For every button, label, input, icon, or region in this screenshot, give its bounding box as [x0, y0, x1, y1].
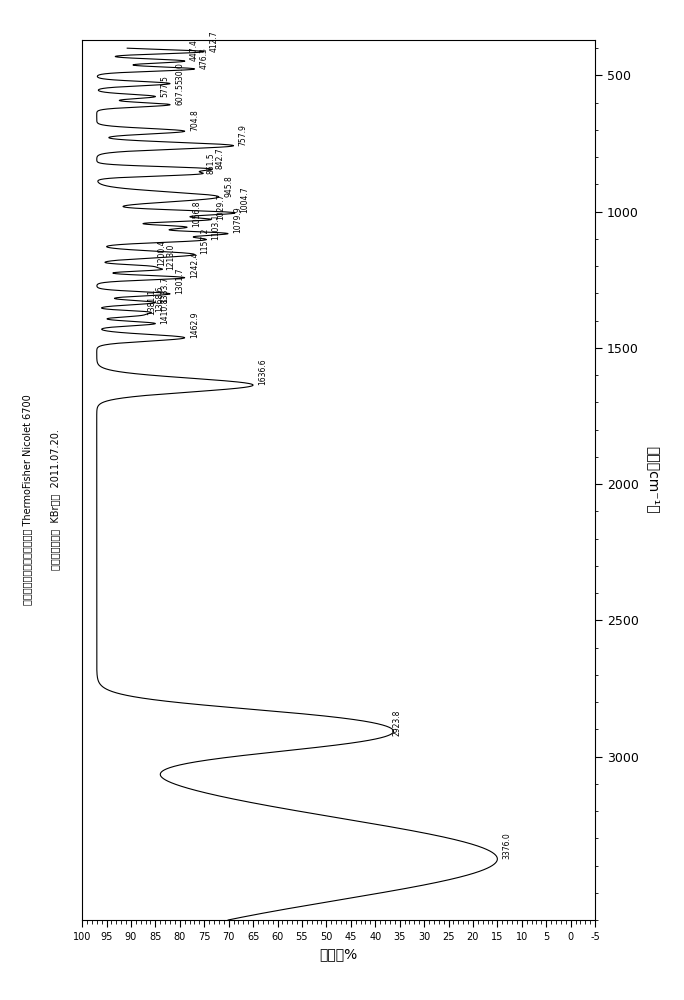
- Text: 1103.1: 1103.1: [211, 213, 220, 240]
- Text: 1333.7: 1333.7: [161, 276, 170, 303]
- Text: 1004.7: 1004.7: [240, 186, 249, 213]
- Text: 704.8: 704.8: [190, 109, 199, 131]
- Text: 412.7: 412.7: [209, 30, 218, 52]
- Text: 1029.7: 1029.7: [216, 193, 225, 220]
- Text: 中科院成都分院分析测试中心 ThermoFisher Nicolet 6700: 中科院成都分院分析测试中心 ThermoFisher Nicolet 6700: [23, 395, 32, 605]
- Text: 1200.4: 1200.4: [158, 240, 167, 266]
- Text: 2923.8: 2923.8: [393, 709, 402, 736]
- Text: 861.5: 861.5: [206, 152, 215, 174]
- Text: 607.5: 607.5: [175, 83, 184, 105]
- Text: 1381.1: 1381.1: [147, 289, 156, 315]
- Text: 530.0: 530.0: [175, 62, 184, 84]
- Text: 757.9: 757.9: [239, 124, 248, 146]
- X-axis label: 透射率%: 透射率%: [319, 947, 358, 961]
- Text: 577.5: 577.5: [161, 75, 170, 97]
- Text: 447.4: 447.4: [190, 39, 199, 61]
- Text: 1242.4: 1242.4: [190, 251, 199, 278]
- Text: 476.3: 476.3: [200, 47, 209, 69]
- Text: 1157.2: 1157.2: [200, 228, 209, 254]
- Text: 1462.9: 1462.9: [190, 311, 199, 338]
- Text: 1079.9: 1079.9: [233, 207, 242, 233]
- Text: 1636.6: 1636.6: [259, 358, 267, 385]
- Text: 3376.0: 3376.0: [503, 832, 512, 859]
- Text: 1410.8: 1410.8: [161, 297, 170, 324]
- Text: 1301.7: 1301.7: [175, 267, 184, 294]
- Text: 1368.6: 1368.6: [155, 286, 164, 312]
- Text: 842.7: 842.7: [216, 147, 225, 169]
- Text: 1056.8: 1056.8: [192, 201, 201, 227]
- Text: 945.8: 945.8: [224, 175, 233, 197]
- Y-axis label: 波数（cm⁻¹）: 波数（cm⁻¹）: [646, 446, 659, 514]
- Text: 1213.0: 1213.0: [166, 243, 175, 270]
- Text: 樟树精油包合物  KBr压片  2011.07.20.: 樟树精油包合物 KBr压片 2011.07.20.: [50, 430, 60, 570]
